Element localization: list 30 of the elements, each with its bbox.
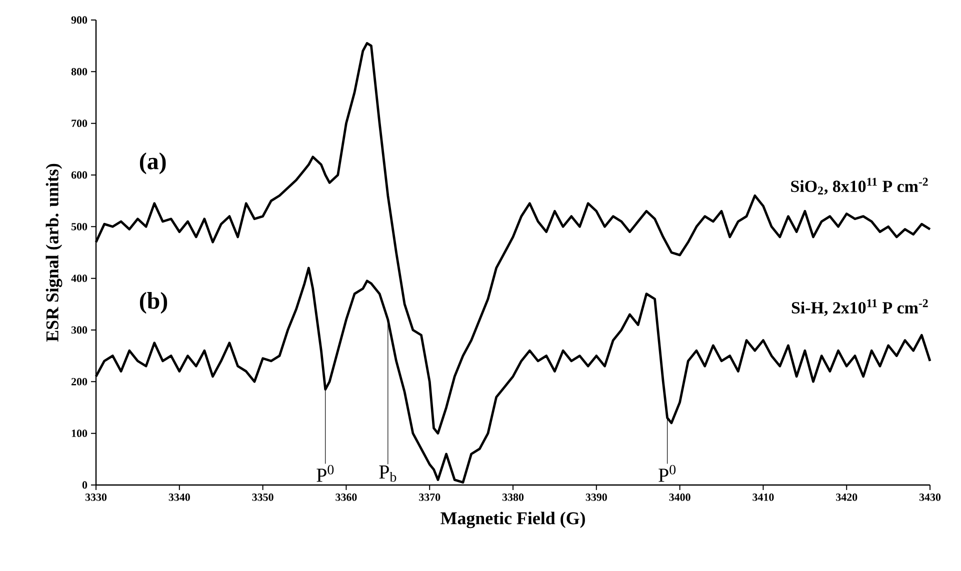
x-tick-label: 3430 bbox=[919, 494, 941, 501]
y-tick-label: 600 bbox=[71, 171, 88, 179]
annotation: P$^{0}$ bbox=[316, 465, 334, 482]
y-tick-label: 400 bbox=[71, 274, 88, 282]
y-tick-label: 0 bbox=[82, 481, 88, 489]
x-tick-label: 3410 bbox=[752, 494, 774, 501]
x-tick-label: 3420 bbox=[836, 494, 858, 501]
y-tick-label: 200 bbox=[72, 378, 88, 386]
annotation: P$^{0}$ bbox=[658, 465, 676, 482]
x-tick-label: 3350 bbox=[252, 494, 274, 501]
x-tick-label: 3340 bbox=[168, 494, 190, 501]
y-tick-label: 500 bbox=[71, 222, 88, 230]
x-tick-label: 3380 bbox=[502, 494, 524, 501]
x-tick-label: 3390 bbox=[586, 494, 607, 501]
y-axis-title: ESR Signal (arb. units) bbox=[46, 164, 62, 342]
x-tick-label: 3360 bbox=[336, 494, 357, 501]
y-tick-label: 300 bbox=[71, 326, 88, 334]
series-label: SiO$_{2}$, 8x10$^{11}$ P cm$^{-2}$ bbox=[791, 178, 928, 195]
x-tick-label: 3330 bbox=[85, 494, 107, 501]
y-tick-label: 800 bbox=[71, 68, 88, 76]
series-label: Si-H, 2x10$^{11}$ P cm$^{-2}$ bbox=[792, 299, 928, 316]
x-axis-title: Magnetic Field (G) bbox=[440, 512, 585, 528]
annotation: P$_{b}$ bbox=[379, 466, 396, 482]
annotation: (a) bbox=[140, 152, 166, 174]
y-tick-label: 700 bbox=[72, 120, 88, 128]
y-tick-label: 100 bbox=[72, 430, 88, 438]
annotation: (b) bbox=[140, 292, 168, 314]
x-tick-label: 3400 bbox=[669, 494, 690, 501]
y-tick-label: 900 bbox=[71, 16, 88, 24]
x-tick-label: 3370 bbox=[419, 494, 440, 501]
